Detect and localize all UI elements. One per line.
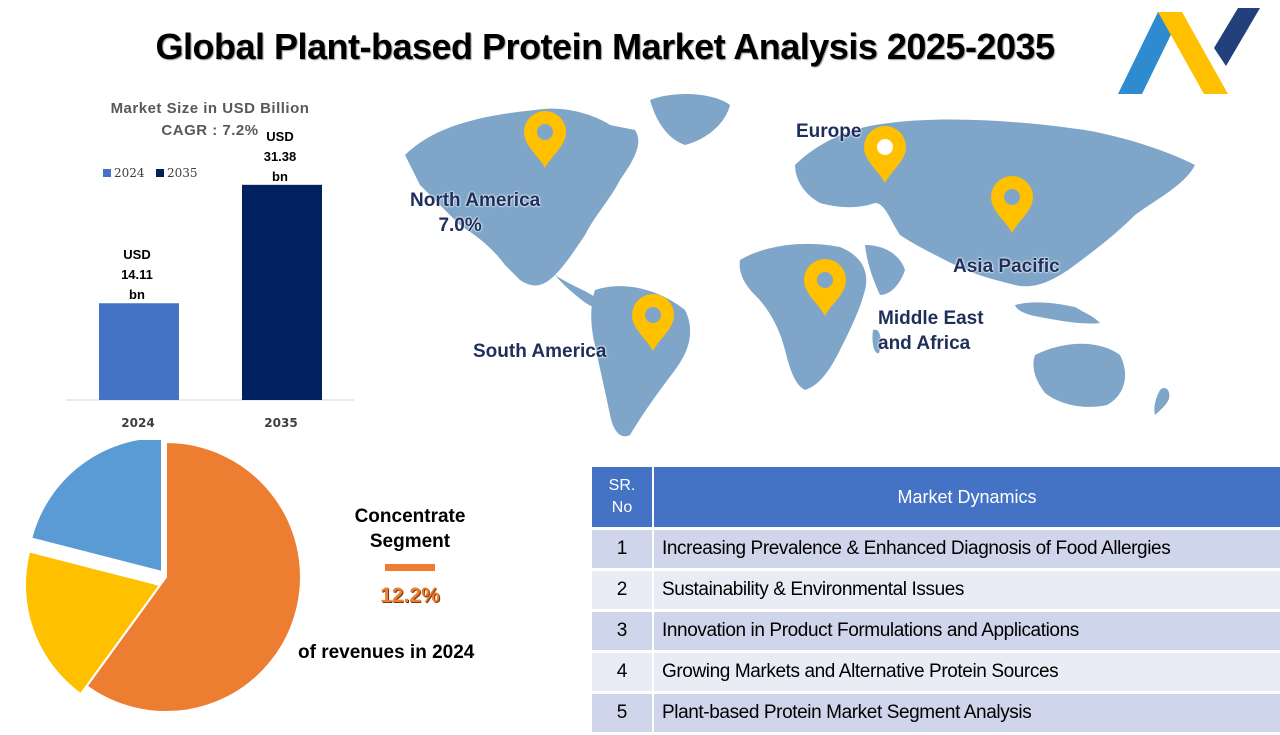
- bars-group: USD 14.11 bn 2024 USD 31.38 bn 2035: [99, 130, 322, 430]
- region-north-america: North America 7.0%: [410, 188, 540, 238]
- pie-chart: [24, 440, 302, 713]
- bar-2035: [242, 184, 322, 400]
- region-north-america-value: 7.0%: [438, 215, 482, 236]
- continents: [405, 93, 1195, 437]
- bar-chart: 2024 2035 USD 14.11 bn 2024 USD 31.38 bn 2035: [66, 130, 354, 430]
- bar-value-label: 14.11: [121, 267, 153, 282]
- row-number: 3: [592, 612, 654, 650]
- segment-name-line1: Concentrate: [354, 506, 466, 527]
- region-mea-line2: and Africa: [878, 333, 971, 354]
- legend-label-2035: 2035: [167, 166, 198, 180]
- sr-no-header: SR. No: [592, 467, 654, 527]
- row-text: Increasing Prevalence & Enhanced Diagnos…: [654, 530, 1280, 568]
- region-middle-east-africa: Middle East and Africa: [878, 306, 984, 356]
- region-mea-line1: Middle East: [878, 308, 984, 329]
- bar-value-label: bn: [272, 169, 288, 184]
- bar-chart-title: Market Size in USD Billion: [110, 100, 310, 117]
- company-logo-icon: [1118, 8, 1260, 94]
- location-pin-icon: [991, 176, 1033, 233]
- market-dynamics-table: SR. No Market Dynamics 1 Increasing Prev…: [592, 464, 1280, 735]
- table-row: 1 Increasing Prevalence & Enhanced Diagn…: [592, 530, 1280, 568]
- bar-value-label: USD: [123, 247, 150, 262]
- legend-swatch-2035: [156, 169, 164, 177]
- segment-name: Concentrate Segment: [330, 504, 490, 554]
- row-text: Plant-based Protein Market Segment Analy…: [654, 694, 1280, 732]
- legend-label-2024: 2024: [114, 166, 145, 180]
- table-row: 4 Growing Markets and Alternative Protei…: [592, 653, 1280, 691]
- row-number: 5: [592, 694, 654, 732]
- pie-slice-2: [24, 550, 162, 696]
- pie-slice-1: [85, 440, 302, 713]
- region-asia-pacific: Asia Pacific: [953, 256, 1060, 277]
- x-tick-label: 2024: [121, 416, 154, 430]
- table-header-row: SR. No Market Dynamics: [592, 467, 1280, 527]
- new-zealand-land: [1154, 388, 1170, 415]
- row-number: 4: [592, 653, 654, 691]
- madagascar-land: [872, 329, 881, 354]
- bar-2024: [99, 303, 179, 400]
- asia-land: [875, 119, 1195, 287]
- australia-land: [1033, 343, 1126, 407]
- world-map: [405, 93, 1195, 437]
- bar-chart-cagr: CAGR : 7.2%: [161, 122, 259, 139]
- table-row: 5 Plant-based Protein Market Segment Ana…: [592, 694, 1280, 732]
- bar-chart-heading: Market Size in USD Billion CAGR : 7.2%: [60, 98, 360, 142]
- segment-value: 12.2%: [380, 584, 440, 607]
- location-pin-icon: [864, 126, 906, 183]
- segment-name-line2: Segment: [369, 531, 451, 552]
- segment-divider: [385, 564, 435, 571]
- row-text: Innovation in Product Formulations and A…: [654, 612, 1280, 650]
- bar-chart-legend: 2024 2035: [103, 166, 198, 180]
- x-tick-label: 2035: [264, 416, 297, 430]
- legend-swatch-2024: [103, 169, 111, 177]
- table-row: 2 Sustainability & Environmental Issues: [592, 571, 1280, 609]
- region-europe: Europe: [796, 121, 862, 142]
- table-row: 3 Innovation in Product Formulations and…: [592, 612, 1280, 650]
- location-pin-icon: [632, 294, 674, 351]
- indonesia-land: [1015, 302, 1100, 324]
- market-dynamics-header: Market Dynamics: [654, 467, 1280, 527]
- map-pins: [524, 111, 1033, 351]
- segment-note: of revenues in 2024: [298, 642, 475, 663]
- page-title: Global Plant-based Protein Market Analys…: [155, 26, 1055, 67]
- location-pin-icon: [524, 111, 566, 168]
- bar-value-label: USD: [266, 130, 293, 144]
- bar-value-label: bn: [129, 287, 145, 302]
- africa-land: [739, 243, 867, 390]
- pie-slice-3: [30, 440, 163, 574]
- region-south-america: South America: [473, 341, 607, 362]
- location-pin-icon: [804, 259, 846, 316]
- greenland-land: [650, 93, 730, 145]
- sr-header-line1: SR.: [608, 477, 636, 494]
- sr-header-line2: No: [611, 499, 633, 516]
- row-text: Growing Markets and Alternative Protein …: [654, 653, 1280, 691]
- row-text: Sustainability & Environmental Issues: [654, 571, 1280, 609]
- row-number: 2: [592, 571, 654, 609]
- arabia-land: [865, 245, 905, 295]
- region-north-america-name: North America: [410, 190, 541, 211]
- north-america-land: [405, 108, 639, 286]
- bar-value-label: 31.38: [264, 149, 297, 164]
- row-number: 1: [592, 530, 654, 568]
